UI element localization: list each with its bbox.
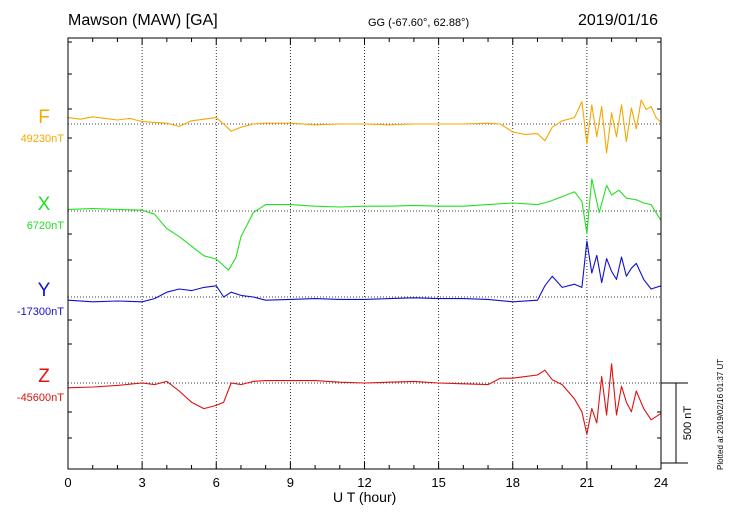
series-baseline-X: 6720nT: [27, 220, 65, 232]
scale-bar-label: 500 nT: [682, 406, 694, 441]
x-tick-label-24: 24: [654, 475, 668, 490]
x-axis-ticks: 0 3 6 9 12 15 18 21 24: [64, 38, 668, 490]
chart-title: Mawson (MAW) [GA]: [68, 12, 218, 29]
series-name-Y: Y: [38, 280, 51, 301]
series-line-F: [67, 99, 662, 154]
x-tick-label-12: 12: [357, 475, 371, 490]
x-tick-label-15: 15: [431, 475, 445, 490]
series-name-Z: Z: [38, 366, 50, 387]
x-tick-label-18: 18: [506, 475, 520, 490]
x-tick-label-6: 6: [213, 475, 220, 490]
x-tick-label-9: 9: [287, 475, 294, 490]
series-line-Y: [67, 240, 662, 303]
x-axis-label: U T (hour): [333, 489, 397, 505]
series-labels: F 49230nT X 6720nT Y -17300nT Z -45600nT: [17, 107, 64, 404]
series-lines: [67, 99, 662, 435]
series-name-X: X: [38, 194, 51, 215]
grid-lines: [68, 38, 661, 469]
series-line-Z: [67, 363, 662, 435]
series-line-X: [67, 178, 662, 271]
station-coordinates: GG (-67.60°, 62.88°): [368, 17, 470, 29]
x-tick-label-3: 3: [139, 475, 146, 490]
series-baseline-F: 49230nT: [21, 133, 65, 145]
scale-bar: 500 nT: [661, 382, 694, 464]
series-baseline-Y: -17300nT: [17, 306, 64, 318]
x-tick-label-21: 21: [580, 475, 594, 490]
x-tick-label-0: 0: [64, 475, 71, 490]
chart-date: 2019/01/16: [578, 12, 659, 29]
series-baseline-Z: -45600nT: [17, 392, 64, 404]
series-name-F: F: [38, 107, 50, 128]
